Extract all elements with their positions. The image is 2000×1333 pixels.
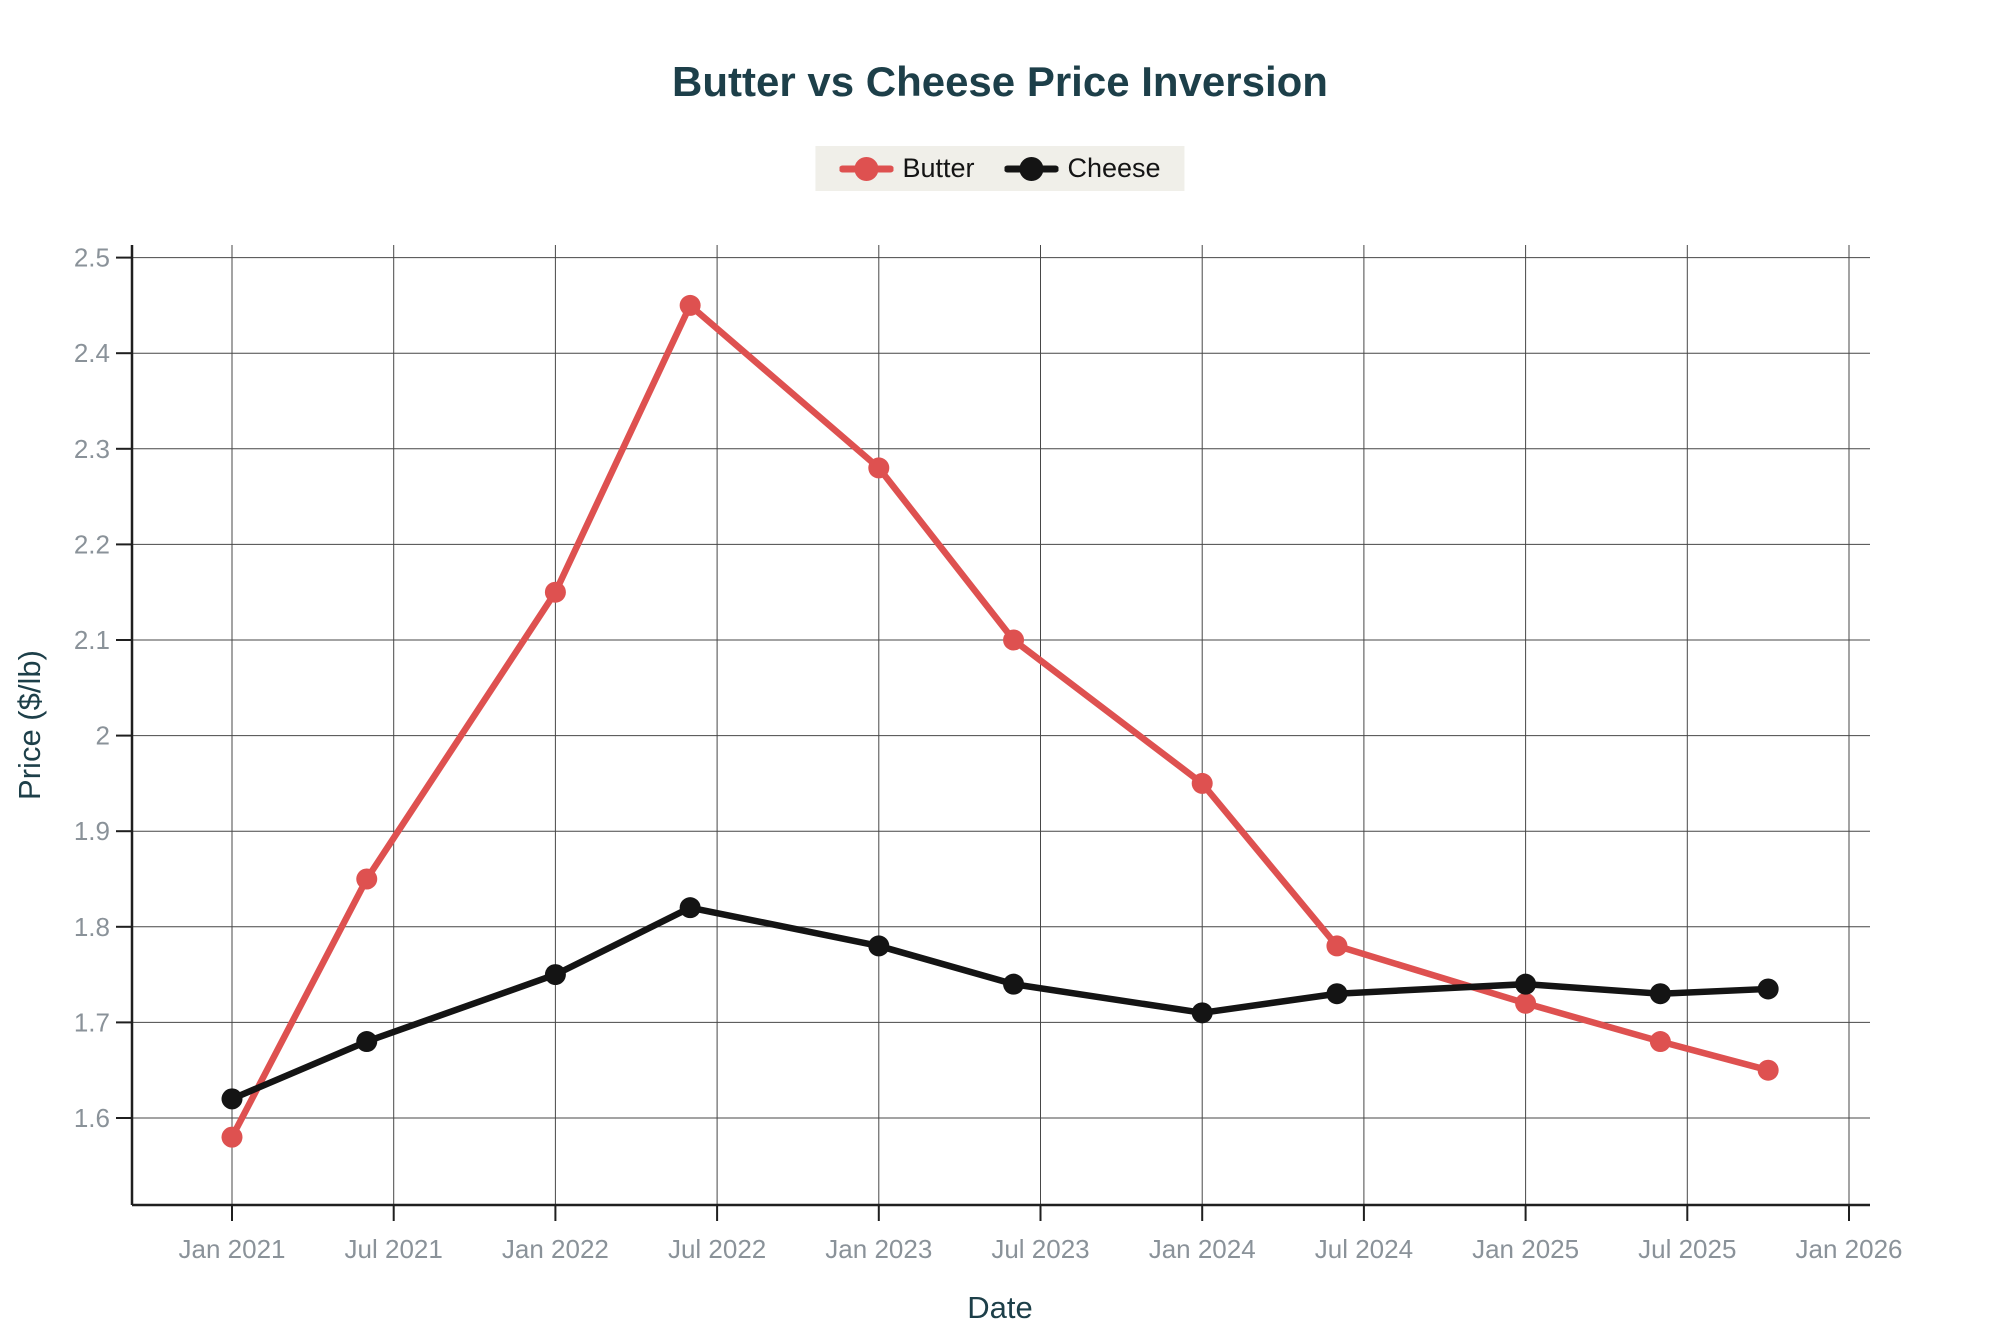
x-tick-label: Jul 2024 — [1315, 1234, 1413, 1264]
series-butter-point — [1757, 1059, 1779, 1081]
y-tick-label: 2.4 — [74, 338, 110, 368]
legend-marker-butter-icon — [839, 156, 894, 181]
chart-legend: Butter Cheese — [815, 146, 1185, 191]
series-butter-point — [1326, 935, 1348, 957]
legend-label: Cheese — [1067, 153, 1161, 183]
series-cheese-point — [1757, 978, 1779, 1000]
axes — [130, 245, 1870, 1207]
series-cheese-point — [1649, 983, 1671, 1005]
series-cheese-point — [221, 1088, 243, 1110]
x-tick-label: Jul 2022 — [668, 1234, 766, 1264]
series-cheese-point — [544, 964, 566, 986]
gridlines — [132, 245, 1870, 1205]
series-butter-point — [1191, 772, 1213, 794]
y-tick-label: 1.8 — [74, 912, 110, 942]
series-cheese-point — [1191, 1002, 1213, 1024]
x-tick-label: Jan 2026 — [1796, 1234, 1903, 1264]
series-cheese-point — [1326, 983, 1348, 1005]
y-tick-label: 2.1 — [74, 625, 110, 655]
x-tick-label: Jul 2025 — [1638, 1234, 1736, 1264]
series-butter-point — [221, 1126, 243, 1148]
y-tick-label: 1.9 — [74, 816, 110, 846]
series-butter-line — [228, 302, 1772, 1141]
x-tick-label: Jan 2025 — [1472, 1234, 1579, 1264]
x-tick-label: Jul 2021 — [345, 1234, 443, 1264]
y-tick-label: 2.2 — [74, 529, 110, 559]
legend-item-butter[interactable]: Butter — [839, 153, 974, 184]
x-tick-label: Jan 2024 — [1149, 1234, 1256, 1264]
series-butter-point — [1003, 629, 1025, 651]
series-cheese-point — [679, 897, 701, 919]
y-tick-label: 2 — [96, 721, 110, 751]
x-tick-label: Jan 2022 — [502, 1234, 609, 1264]
y-tick-label: 2.5 — [74, 243, 110, 273]
legend-item-cheese[interactable]: Cheese — [1004, 153, 1161, 184]
series-cheese-point — [1003, 973, 1025, 995]
chart-title: Butter vs Cheese Price Inversion — [672, 58, 1328, 105]
x-tick-label: Jul 2023 — [991, 1234, 1089, 1264]
tick-marks — [116, 256, 1850, 1221]
series-butter-point — [1515, 992, 1537, 1014]
x-tick-label: Jan 2023 — [825, 1234, 932, 1264]
legend-label: Butter — [902, 153, 975, 183]
series-cheese — [221, 897, 1779, 1110]
series-cheese-line — [228, 904, 1772, 1103]
series-cheese-point — [1515, 973, 1537, 995]
series-butter-point — [356, 868, 378, 890]
series-cheese-point — [356, 1031, 378, 1053]
x-axis-title: Date — [967, 1290, 1032, 1325]
series-butter-point — [679, 294, 701, 316]
y-axis-title: Price ($/lb) — [12, 650, 47, 800]
series-butter-point — [1649, 1031, 1671, 1053]
legend-marker-cheese-icon — [1004, 156, 1059, 181]
y-tick-label: 2.3 — [74, 434, 110, 464]
series-butter-point — [868, 457, 890, 479]
y-tick-label: 1.6 — [74, 1103, 110, 1133]
series-butter — [221, 294, 1779, 1148]
x-tick-label: Jan 2021 — [179, 1234, 286, 1264]
tick-labels: Jan 2021 Jul 2021 Jan 2022 Jul 2022 Jan 2023… — [74, 243, 1903, 1264]
series-butter-point — [544, 581, 566, 603]
y-tick-label: 1.7 — [74, 1007, 110, 1037]
series-lines — [221, 294, 1779, 1148]
series-cheese-point — [868, 935, 890, 957]
